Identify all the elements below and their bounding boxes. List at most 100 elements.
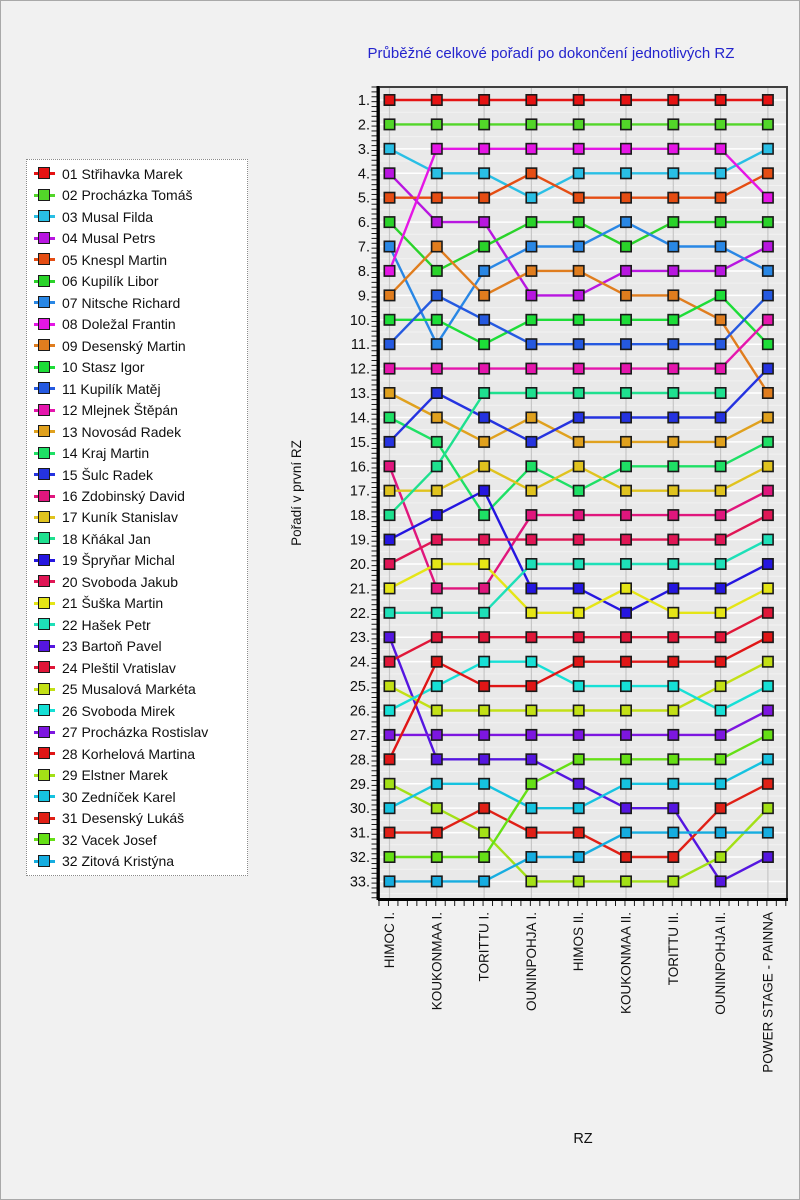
data-point-26 <box>430 680 443 693</box>
legend-item-17: 17 Kuník Stanislav <box>34 507 247 527</box>
data-point-27 <box>714 728 727 741</box>
data-point-14 <box>572 484 585 497</box>
data-point-25 <box>430 704 443 717</box>
x-axis-title: RZ <box>573 1131 592 1147</box>
data-point-18 <box>525 386 538 399</box>
data-point-10 <box>430 313 443 326</box>
legend-marker-icon <box>34 553 55 567</box>
legend-label: 08 Doležal Frantin <box>62 316 176 333</box>
data-point-10 <box>619 313 632 326</box>
y-tick-label: 12. <box>350 362 370 378</box>
data-point-32 <box>478 850 491 863</box>
legend-label: 17 Kuník Stanislav <box>62 509 178 526</box>
data-point-27 <box>619 728 632 741</box>
y-tick-label: 21. <box>350 581 370 597</box>
data-point-28 <box>714 655 727 668</box>
data-point-01 <box>478 94 491 107</box>
data-point-06 <box>761 216 774 229</box>
y-tick-label: 11. <box>351 337 370 353</box>
data-point-08 <box>383 264 396 277</box>
data-point-29 <box>430 802 443 815</box>
legend-item-02: 02 Procházka Tomáš <box>34 185 247 205</box>
data-point-01 <box>572 94 585 107</box>
data-point-25 <box>761 655 774 668</box>
data-point-06 <box>619 240 632 253</box>
data-point-13 <box>430 411 443 424</box>
data-point-30 <box>525 802 538 815</box>
data-point-30 <box>430 777 443 790</box>
data-point-29 <box>667 875 680 888</box>
data-point-22 <box>667 557 680 570</box>
data-point-02 <box>572 118 585 131</box>
legend-marker-icon <box>34 446 55 460</box>
legend-item-26: 26 Svoboda Mirek <box>34 701 247 721</box>
data-point-32b <box>430 875 443 888</box>
data-point-02 <box>667 118 680 131</box>
data-point-32b <box>572 850 585 863</box>
legend-label: 30 Zedníček Karel <box>62 788 176 805</box>
data-point-26 <box>667 680 680 693</box>
data-point-14 <box>761 435 774 448</box>
data-point-02 <box>478 118 491 131</box>
data-point-28 <box>619 655 632 668</box>
data-point-07 <box>525 240 538 253</box>
data-point-06 <box>430 264 443 277</box>
data-point-24 <box>761 606 774 619</box>
data-point-31 <box>667 850 680 863</box>
data-point-27 <box>667 728 680 741</box>
legend-label: 07 Nitsche Richard <box>62 294 181 311</box>
legend-marker-icon <box>34 575 55 588</box>
data-point-12 <box>619 362 632 375</box>
legend-marker-icon <box>34 639 55 653</box>
data-point-30 <box>761 753 774 766</box>
legend-marker-icon <box>34 188 55 202</box>
data-point-08 <box>761 191 774 204</box>
data-point-06 <box>714 216 727 229</box>
data-point-08 <box>667 142 680 155</box>
data-point-30 <box>572 802 585 815</box>
y-tick-label: 7. <box>358 240 370 256</box>
y-axis-title: Pořadí v první RZ <box>289 440 304 546</box>
data-point-27 <box>478 728 491 741</box>
data-point-15 <box>714 411 727 424</box>
data-point-26 <box>714 704 727 717</box>
data-point-19 <box>714 582 727 595</box>
legend-label: 13 Novosád Radek <box>62 423 182 440</box>
legend-item-07: 07 Nitsche Richard <box>34 293 247 313</box>
data-point-17 <box>761 460 774 473</box>
data-point-22 <box>383 606 396 619</box>
legend-marker-icon <box>34 317 55 331</box>
data-point-29 <box>714 850 727 863</box>
data-point-15 <box>761 362 774 375</box>
data-point-24 <box>572 631 585 644</box>
legend-marker-icon <box>34 489 55 503</box>
data-point-18 <box>478 386 491 399</box>
data-point-02 <box>619 118 632 131</box>
data-point-29 <box>478 826 491 839</box>
legend-item-21: 21 Šuška Martin <box>34 593 247 613</box>
data-point-16 <box>478 582 491 595</box>
data-point-22 <box>572 557 585 570</box>
data-point-02 <box>525 118 538 131</box>
data-point-03 <box>478 167 491 180</box>
data-point-08 <box>619 142 632 155</box>
data-point-07 <box>430 338 443 351</box>
x-category-label: POWER STAGE - PAINNA <box>760 912 775 1073</box>
data-point-04 <box>430 216 443 229</box>
data-point-19 <box>761 557 774 570</box>
legend-label: 31 Desenský Lukáš <box>62 810 185 827</box>
data-point-05 <box>430 191 443 204</box>
data-point-01 <box>761 94 774 107</box>
data-point-23 <box>525 753 538 766</box>
data-point-18 <box>714 386 727 399</box>
data-point-28 <box>383 753 396 766</box>
data-point-06 <box>383 216 396 229</box>
series-line-18 <box>388 391 721 516</box>
data-point-02 <box>714 118 727 131</box>
data-point-06 <box>667 216 680 229</box>
data-point-23 <box>572 777 585 790</box>
data-point-19 <box>478 484 491 497</box>
legend-label: 05 Knespl Martin <box>62 251 168 268</box>
data-point-25 <box>383 680 396 693</box>
data-point-03 <box>430 167 443 180</box>
